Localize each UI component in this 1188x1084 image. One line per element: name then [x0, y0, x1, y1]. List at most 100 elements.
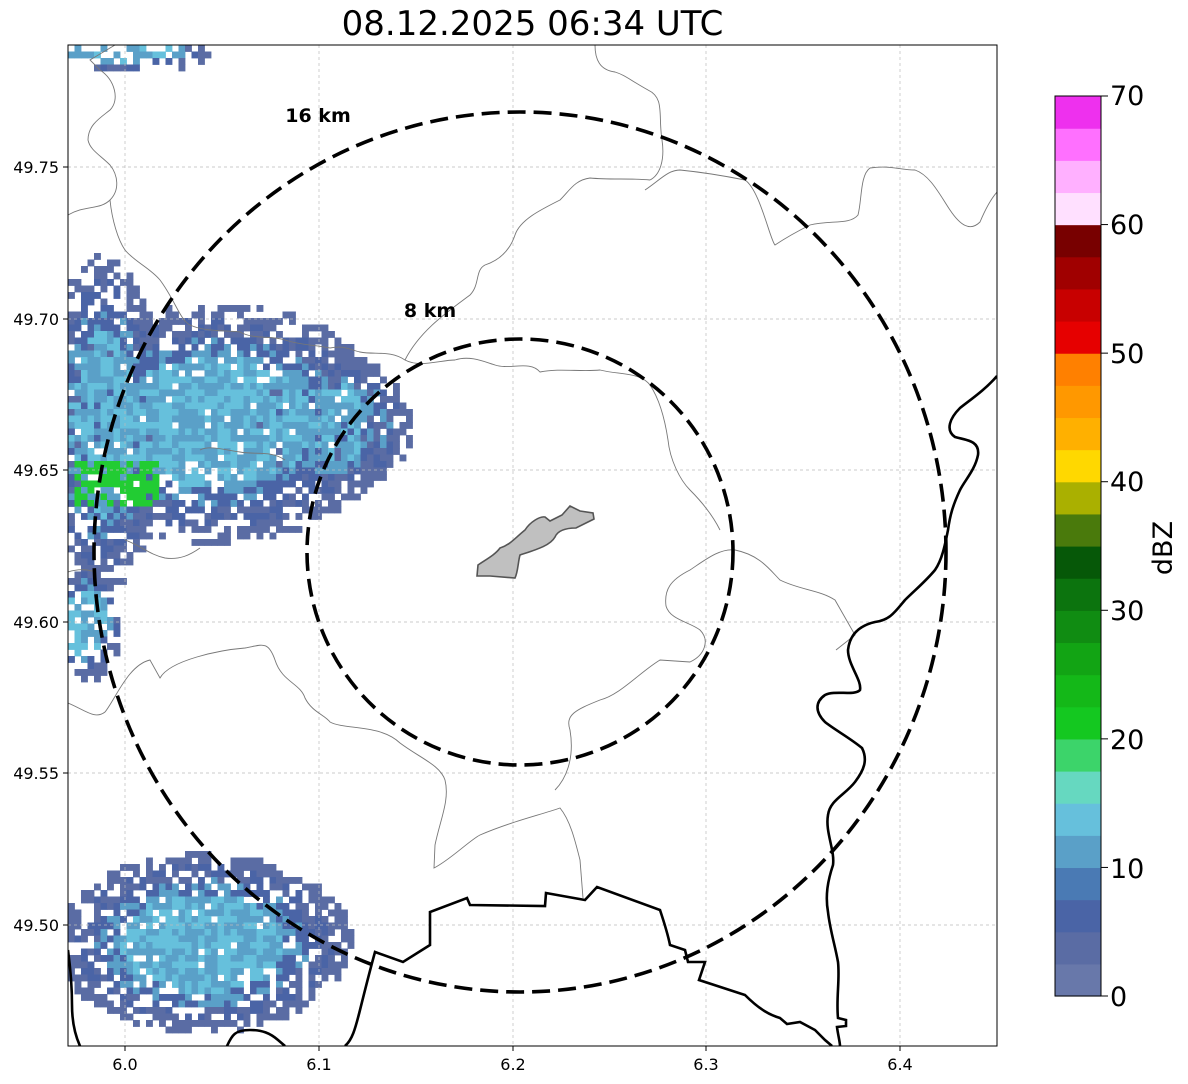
- echo-pixel: [113, 870, 121, 878]
- echo-pixel: [74, 435, 82, 442]
- echo-pixel: [243, 890, 251, 897]
- echo-pixel: [81, 402, 88, 410]
- echo-pixel: [100, 656, 108, 663]
- echo-pixel: [139, 350, 147, 358]
- echo-pixel: [159, 493, 166, 501]
- echo-pixel: [224, 929, 231, 936]
- echo-pixel: [256, 948, 264, 956]
- echo-pixel: [107, 454, 114, 462]
- echo-pixel: [107, 987, 114, 995]
- echo-pixel: [237, 415, 244, 423]
- echo-pixel: [81, 285, 88, 293]
- echo-pixel: [256, 331, 264, 338]
- echo-pixel: [185, 519, 192, 527]
- echo-pixel: [81, 961, 88, 969]
- echo-pixel: [315, 435, 322, 442]
- echo-pixel: [269, 877, 277, 884]
- echo-pixel: [100, 916, 108, 923]
- echo-pixel: [126, 305, 134, 312]
- echo-pixel: [224, 909, 231, 917]
- echo-pixel: [120, 467, 127, 475]
- echo-pixel: [191, 922, 199, 930]
- echo-pixel: [224, 467, 231, 475]
- echo-pixel: [68, 597, 75, 605]
- echo-pixel: [256, 448, 264, 455]
- echo-pixel: [328, 948, 335, 956]
- echo-pixel: [315, 903, 322, 910]
- echo-pixel: [87, 324, 95, 332]
- echo-pixel: [81, 578, 88, 585]
- echo-pixel: [152, 968, 160, 975]
- echo-pixel: [211, 903, 218, 910]
- echo-pixel: [159, 454, 166, 462]
- echo-pixel: [120, 474, 127, 481]
- echo-pixel: [230, 974, 238, 982]
- echo-pixel: [243, 903, 251, 910]
- echo-pixel: [217, 909, 225, 917]
- echo-pixel: [87, 409, 95, 416]
- echo-pixel: [204, 870, 212, 878]
- echo-pixel: [282, 461, 290, 468]
- echo-pixel: [185, 337, 192, 345]
- echo-pixel: [172, 981, 179, 988]
- echo-pixel: [308, 994, 316, 1001]
- echo-pixel: [107, 324, 114, 332]
- echo-pixel: [87, 298, 95, 306]
- echo-pixel: [360, 370, 368, 377]
- echo-pixel: [185, 506, 192, 514]
- echo-pixel: [282, 903, 290, 910]
- echo-pixel: [289, 402, 296, 410]
- echo-pixel: [315, 357, 322, 364]
- echo-pixel: [87, 461, 95, 468]
- echo-pixel: [308, 929, 316, 936]
- echo-pixel: [100, 662, 108, 670]
- echo-pixel: [204, 857, 212, 865]
- echo-pixel: [107, 935, 114, 943]
- echo-pixel: [120, 877, 127, 884]
- echo-pixel: [256, 396, 264, 403]
- echo-pixel: [120, 383, 127, 390]
- echo-pixel: [334, 467, 342, 475]
- echo-pixel: [68, 292, 75, 299]
- echo-pixel: [276, 506, 283, 514]
- echo-pixel: [100, 409, 108, 416]
- echo-pixel: [276, 974, 283, 982]
- echo-pixel: [152, 948, 160, 956]
- echo-pixel: [367, 389, 374, 397]
- echo-pixel: [295, 409, 303, 416]
- colorbar-swatch: [1055, 288, 1101, 322]
- echo-pixel: [347, 935, 355, 943]
- echo-pixel: [159, 383, 166, 390]
- echo-pixel: [224, 942, 231, 949]
- echo-pixel: [250, 877, 257, 884]
- colorbar-swatch: [1055, 481, 1101, 515]
- echo-pixel: [380, 441, 387, 449]
- echo-pixel: [74, 402, 82, 410]
- echo-pixel: [159, 324, 166, 332]
- echo-pixel: [347, 493, 355, 501]
- echo-pixel: [107, 545, 114, 553]
- echo-pixel: [152, 383, 160, 390]
- echo-pixel: [230, 981, 238, 988]
- echo-pixel: [94, 675, 101, 683]
- echo-pixel: [139, 467, 147, 475]
- echo-pixel: [250, 318, 257, 325]
- echo-pixel: [178, 987, 186, 995]
- echo-pixel: [263, 506, 270, 514]
- echo-pixel: [165, 857, 173, 865]
- echo-pixel: [191, 441, 199, 449]
- echo-pixel: [191, 1000, 199, 1008]
- echo-pixel: [133, 344, 140, 351]
- echo-pixel: [178, 500, 186, 507]
- echo-pixel: [289, 441, 296, 449]
- echo-pixel: [250, 409, 257, 416]
- echo-pixel: [178, 935, 186, 943]
- echo-pixel: [211, 396, 218, 403]
- echo-pixel: [282, 1007, 290, 1014]
- y-tick-label: 49.60: [13, 613, 59, 632]
- echo-pixel: [68, 383, 75, 390]
- echo-pixel: [94, 948, 101, 956]
- echo-pixel: [237, 968, 244, 975]
- echo-pixel: [152, 461, 160, 468]
- echo-pixel: [87, 422, 95, 429]
